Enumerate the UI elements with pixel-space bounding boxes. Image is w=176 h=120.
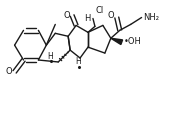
Text: O: O <box>6 67 13 76</box>
Text: •OH: •OH <box>124 37 142 46</box>
Text: H: H <box>75 57 81 66</box>
Text: O: O <box>64 11 70 20</box>
Text: NH₂: NH₂ <box>144 13 160 22</box>
Text: H: H <box>85 14 91 23</box>
Text: O: O <box>107 11 114 20</box>
Text: H: H <box>47 52 53 61</box>
Text: Cl: Cl <box>96 6 104 15</box>
Polygon shape <box>111 38 122 45</box>
